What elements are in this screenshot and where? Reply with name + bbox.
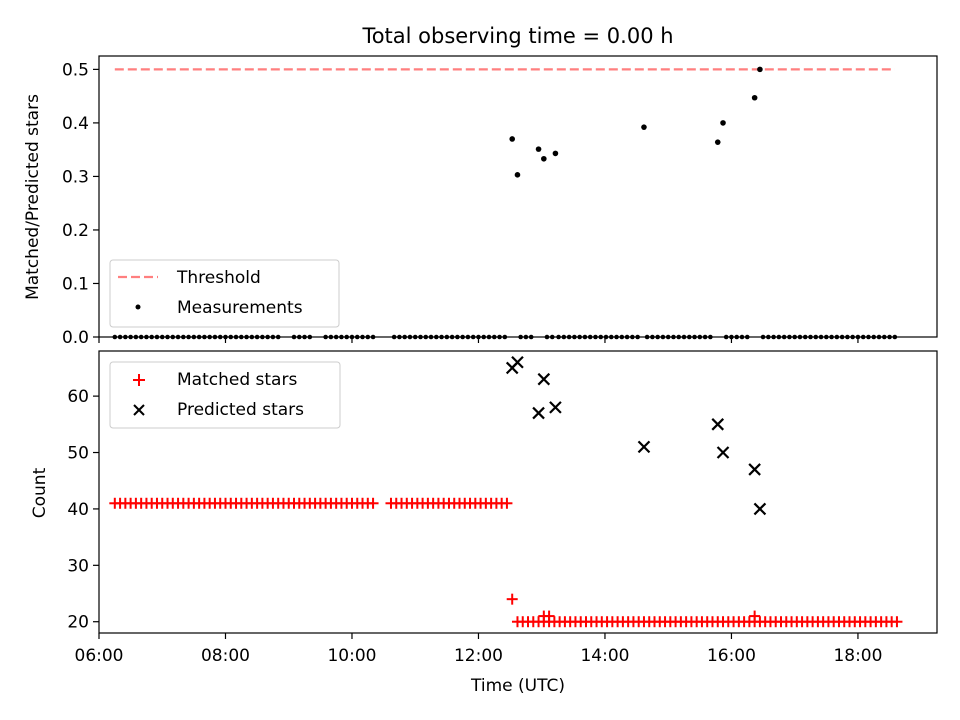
predicted-marker-b — [511, 356, 524, 369]
matched-star-marker — [749, 610, 761, 622]
legend-predicted-swatch — [133, 404, 145, 416]
bottom-y-tick-label: 60 — [67, 387, 89, 407]
top-panel: 0.0 0.1 0.2 0.3 0.4 0.5 Matched/Predicted sta… — [23, 55, 938, 348]
x-axis-label: Time (UTC) — [470, 676, 565, 696]
measurement-point — [757, 66, 763, 73]
measurement-point — [751, 94, 758, 101]
measurement-point — [641, 124, 647, 130]
top-y-tick-label: 0.3 — [62, 167, 89, 187]
measurement-point — [535, 146, 542, 152]
bottom-y-axis-label: Count — [30, 467, 50, 518]
bottom-x-tick-label: 16:00 — [707, 646, 756, 666]
predicted-marker-b — [549, 401, 562, 414]
predicted-marker-b — [748, 463, 761, 476]
legend-threshold-label: Threshold — [176, 268, 261, 288]
predicted-star-marker — [537, 372, 551, 386]
predicted-marker-b — [716, 446, 730, 459]
top-legend: Threshold Measurements — [109, 259, 340, 328]
predicted-marker-b — [637, 440, 651, 454]
top-y-axis-label: Matched/Predicted stars — [23, 94, 43, 300]
matched-star-marker — [367, 497, 379, 509]
measurement-point — [720, 120, 726, 126]
top-y-tick-label: 0.5 — [62, 60, 89, 80]
bottom-panel: 20 30 40 50 60 06:00 08:00 10:00 12:00 14:00 16:0… — [30, 350, 938, 696]
bottom-x-tick-label: 06:00 — [75, 646, 124, 666]
legend-predicted-label: Predicted stars — [177, 400, 304, 420]
predicted-star-marker — [711, 418, 725, 431]
measurement-point — [509, 136, 516, 142]
predicted-star-marker — [637, 440, 651, 454]
predicted-star-marker — [511, 356, 524, 369]
measurement-point — [714, 139, 721, 145]
predicted-marker-b — [711, 418, 725, 431]
predicted-star-marker — [753, 502, 767, 516]
legend-measurements-swatch — [135, 304, 141, 310]
top-x-axis — [98, 337, 859, 343]
bottom-y-tick-label: 40 — [67, 500, 89, 520]
top-series — [114, 66, 895, 178]
top-axes-frame — [98, 55, 938, 338]
predicted-star-marker — [748, 463, 761, 476]
bottom-x-axis: 06:00 08:00 10:00 12:00 14:00 16:00 18:00 — [75, 633, 882, 666]
predicted-marker-b — [532, 406, 545, 420]
bottom-x-tick-label: 14:00 — [580, 646, 629, 666]
bottom-y-axis: 20 30 40 50 60 — [67, 387, 99, 633]
bottom-y-tick-label: 50 — [67, 444, 89, 464]
measurement-point — [541, 155, 547, 162]
top-y-axis: 0.0 0.1 0.2 0.3 0.4 0.5 — [62, 60, 99, 348]
predicted-star-marker — [549, 401, 562, 414]
top-y-tick-label: 0.2 — [62, 221, 89, 241]
bottom-x-tick-label: 18:00 — [833, 646, 882, 666]
bottom-y-tick-label: 30 — [67, 556, 89, 576]
bottom-x-tick-label: 10:00 — [327, 646, 376, 666]
predicted-marker-b — [753, 502, 767, 516]
matched-star-marker — [891, 616, 903, 628]
predicted-star-marker — [716, 446, 730, 459]
legend-measurements-label: Measurements — [177, 298, 303, 318]
bottom-x-tick-label: 12:00 — [454, 646, 503, 666]
measurement-point — [514, 172, 521, 178]
top-y-tick-label: 0.4 — [62, 114, 89, 134]
predicted-marker-b — [537, 372, 551, 386]
bottom-legend: Matched stars Predicted stars — [109, 361, 341, 429]
predicted-star-marker — [532, 406, 545, 420]
bottom-axes-frame — [98, 350, 938, 634]
matched-star-marker — [501, 497, 513, 509]
measurement-point — [552, 150, 559, 157]
legend-matched-swatch — [133, 374, 145, 386]
top-y-tick-label: 0.1 — [62, 274, 89, 294]
bottom-series — [109, 356, 903, 628]
chart-title: Total observing time = 0.00 h — [361, 24, 673, 48]
bottom-y-tick-label: 20 — [67, 613, 89, 633]
legend-matched-label: Matched stars — [177, 370, 297, 390]
top-y-tick-label: 0.0 — [62, 328, 89, 348]
bottom-x-tick-label: 08:00 — [201, 646, 250, 666]
top-legend-box — [109, 259, 340, 328]
bottom-legend-box — [109, 361, 341, 429]
matched-star-marker — [543, 610, 555, 622]
matched-star-marker — [506, 593, 518, 605]
